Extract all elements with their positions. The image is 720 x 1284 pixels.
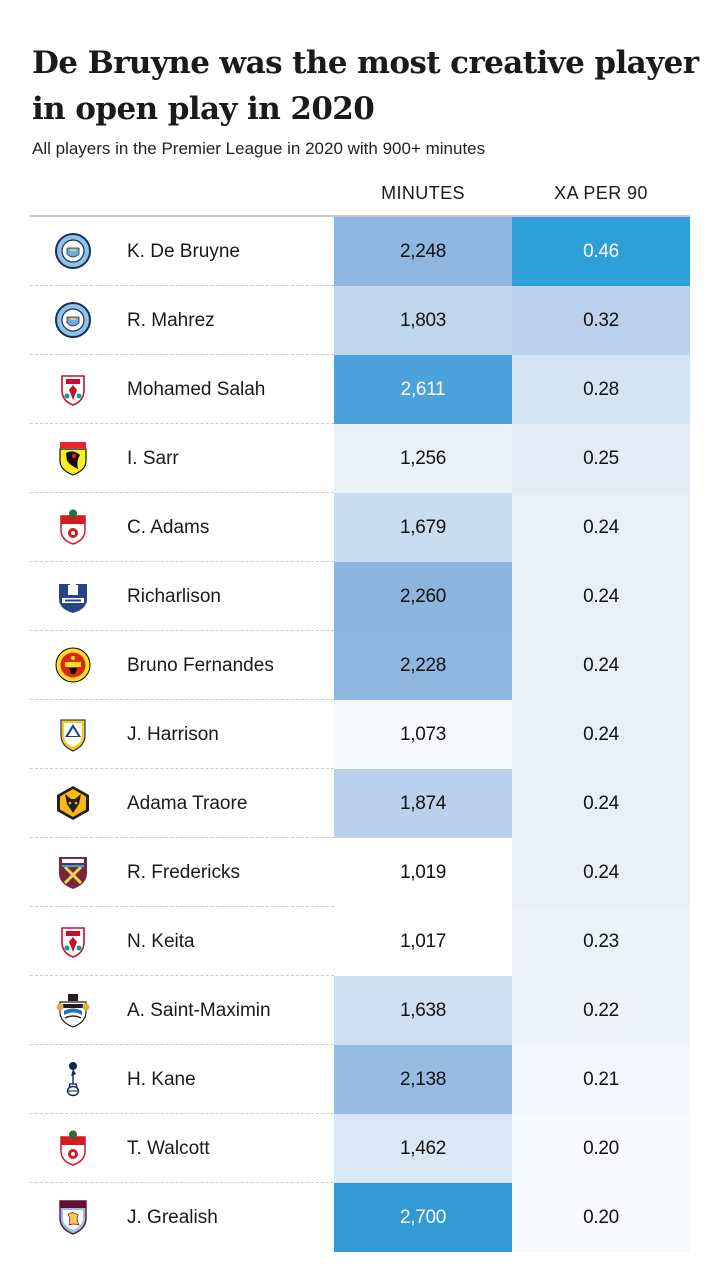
southampton-crest-icon bbox=[54, 1129, 92, 1167]
aston-villa-crest-icon bbox=[54, 1198, 92, 1236]
table-row: N. Keita 1,017 0.23 bbox=[30, 907, 690, 976]
player-name: T. Walcott bbox=[127, 1138, 210, 1159]
minutes-cell: 2,248 bbox=[334, 217, 512, 286]
southampton-crest-icon bbox=[54, 508, 92, 546]
column-header-minutes: MINUTES bbox=[381, 183, 465, 203]
table-row: I. Sarr 1,256 0.25 bbox=[30, 424, 690, 493]
player-name: Richarlison bbox=[127, 586, 221, 607]
tottenham-crest-icon bbox=[54, 1060, 92, 1098]
minutes-cell: 1,073 bbox=[334, 700, 512, 769]
player-name: N. Keita bbox=[127, 931, 195, 952]
minutes-cell: 2,611 bbox=[334, 355, 512, 424]
table-row: J. Grealish 2,700 0.20 bbox=[30, 1183, 690, 1252]
everton-crest-icon bbox=[54, 577, 92, 615]
player-name: K. De Bruyne bbox=[127, 241, 240, 262]
table-row: H. Kane 2,138 0.21 bbox=[30, 1045, 690, 1114]
table-row: C. Adams 1,679 0.24 bbox=[30, 493, 690, 562]
minutes-cell: 1,803 bbox=[334, 286, 512, 355]
xa-per-90-cell: 0.21 bbox=[512, 1045, 690, 1114]
west-ham-crest-icon bbox=[54, 853, 92, 891]
liverpool-crest-icon bbox=[54, 370, 92, 408]
table-row: T. Walcott 1,462 0.20 bbox=[30, 1114, 690, 1183]
minutes-cell: 1,256 bbox=[334, 424, 512, 493]
xa-per-90-cell: 0.24 bbox=[512, 700, 690, 769]
player-name: H. Kane bbox=[127, 1069, 196, 1090]
player-name: C. Adams bbox=[127, 517, 210, 538]
xa-per-90-cell: 0.24 bbox=[512, 562, 690, 631]
liverpool-crest-icon bbox=[54, 922, 92, 960]
table-row: Adama Traore 1,874 0.24 bbox=[30, 769, 690, 838]
minutes-cell: 2,260 bbox=[334, 562, 512, 631]
table-row: A. Saint-Maximin 1,638 0.22 bbox=[30, 976, 690, 1045]
table-row: J. Harrison 1,073 0.24 bbox=[30, 700, 690, 769]
player-name: Mohamed Salah bbox=[127, 379, 266, 400]
xa-per-90-cell: 0.24 bbox=[512, 493, 690, 562]
xa-per-90-cell: 0.20 bbox=[512, 1183, 690, 1252]
manchester-city-crest-icon bbox=[54, 301, 92, 339]
table-body: K. De Bruyne 2,248 0.46 R. Mahrez 1,803 0.32 M… bbox=[30, 217, 690, 1252]
player-name: A. Saint-Maximin bbox=[127, 1000, 271, 1021]
player-name: J. Harrison bbox=[127, 724, 219, 745]
minutes-cell: 2,228 bbox=[334, 631, 512, 700]
minutes-cell: 2,700 bbox=[334, 1183, 512, 1252]
xa-per-90-cell: 0.20 bbox=[512, 1114, 690, 1183]
xa-per-90-cell: 0.25 bbox=[512, 424, 690, 493]
xa-per-90-cell: 0.24 bbox=[512, 838, 690, 907]
wolves-crest-icon bbox=[54, 784, 92, 822]
minutes-cell: 1,462 bbox=[334, 1114, 512, 1183]
column-header-xa-per-90: XA PER 90 bbox=[554, 183, 648, 203]
minutes-cell: 1,874 bbox=[334, 769, 512, 838]
minutes-cell: 1,019 bbox=[334, 838, 512, 907]
minutes-cell: 1,017 bbox=[334, 907, 512, 976]
table-row: R. Fredericks 1,019 0.24 bbox=[30, 838, 690, 907]
xa-per-90-cell: 0.23 bbox=[512, 907, 690, 976]
leeds-united-crest-icon bbox=[54, 715, 92, 753]
xa-per-90-cell: 0.32 bbox=[512, 286, 690, 355]
xa-per-90-cell: 0.46 bbox=[512, 217, 690, 286]
watford-crest-icon bbox=[54, 439, 92, 477]
xa-per-90-cell: 0.28 bbox=[512, 355, 690, 424]
table-row: Richarlison 2,260 0.24 bbox=[30, 562, 690, 631]
table-row: K. De Bruyne 2,248 0.46 bbox=[30, 217, 690, 286]
table-row: Bruno Fernandes 2,228 0.24 bbox=[30, 631, 690, 700]
player-name: R. Fredericks bbox=[127, 862, 240, 883]
manchester-united-crest-icon bbox=[54, 646, 92, 684]
minutes-cell: 1,679 bbox=[334, 493, 512, 562]
player-name: J. Grealish bbox=[127, 1207, 218, 1228]
minutes-cell: 2,138 bbox=[334, 1045, 512, 1114]
player-name: I. Sarr bbox=[127, 448, 179, 469]
player-name: Adama Traore bbox=[127, 793, 248, 814]
xa-per-90-cell: 0.24 bbox=[512, 769, 690, 838]
chart-subtitle: All players in the Premier League in 202… bbox=[32, 139, 486, 158]
xa-per-90-cell: 0.22 bbox=[512, 976, 690, 1045]
newcastle-crest-icon bbox=[54, 991, 92, 1029]
header-divider bbox=[30, 215, 690, 217]
minutes-cell: 1,638 bbox=[334, 976, 512, 1045]
player-name: Bruno Fernandes bbox=[127, 655, 274, 676]
chart-title: De Bruyne was the most creative player i… bbox=[32, 45, 699, 127]
player-name: R. Mahrez bbox=[127, 310, 215, 331]
manchester-city-crest-icon bbox=[54, 232, 92, 270]
table-row: Mohamed Salah 2,611 0.28 bbox=[30, 355, 690, 424]
xa-per-90-cell: 0.24 bbox=[512, 631, 690, 700]
table-row: R. Mahrez 1,803 0.32 bbox=[30, 286, 690, 355]
